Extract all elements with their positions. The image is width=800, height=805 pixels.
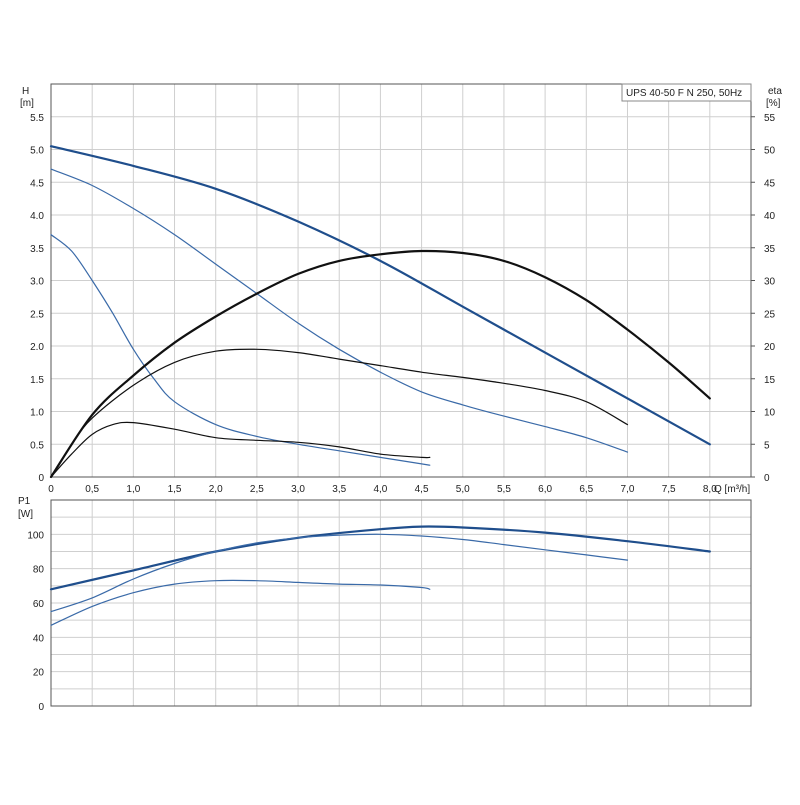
head-axis-label: H <box>22 86 29 97</box>
eta-y-ticks: 0 5 10 15 20 25 30 35 40 45 50 55 <box>751 113 776 484</box>
power-tick-label: 40 <box>33 633 45 644</box>
flow-tick-label: 2,5 <box>250 484 264 495</box>
eta-tick-label: 45 <box>764 178 776 189</box>
flow-axis-label: Q [m³/h] <box>714 484 750 495</box>
eta-tick-label: 0 <box>764 473 770 484</box>
head-tick-label: 3.5 <box>30 244 44 255</box>
head-tick-label: 2.5 <box>30 309 44 320</box>
flow-tick-label: 0,5 <box>85 484 99 495</box>
head-tick-label: 1.5 <box>30 375 44 386</box>
head-curve-3 <box>50 234 431 466</box>
power-tick-label: 80 <box>33 565 45 576</box>
eta-tick-label: 55 <box>764 113 776 124</box>
flow-tick-label: 6,0 <box>538 484 552 495</box>
power-tick-label: 20 <box>33 668 45 679</box>
power-tick-label: 0 <box>38 702 44 713</box>
eta-axis-label: eta <box>768 86 782 97</box>
head-tick-label: 3.0 <box>30 277 44 288</box>
eta-tick-label: 50 <box>764 146 776 157</box>
pump-model-title: UPS 40-50 F N 250, 50Hz <box>626 88 742 99</box>
power-curve-1 <box>49 525 711 591</box>
eta-tick-label: 40 <box>764 211 776 222</box>
flow-tick-label: 6,5 <box>579 484 593 495</box>
head-tick-label: 2.0 <box>30 342 44 353</box>
head-tick-label: 0.5 <box>30 440 44 451</box>
power-panel-frame <box>50 499 752 707</box>
flow-tick-label: 3,0 <box>291 484 305 495</box>
power-curve-2 <box>50 533 629 613</box>
power-y-ticks: 0 20 40 60 80 100 <box>27 530 44 713</box>
flow-tick-label: 7,5 <box>662 484 676 495</box>
head-efficiency-curves <box>49 145 711 479</box>
head-tick-label: 4.5 <box>30 178 44 189</box>
power-tick-label: 60 <box>33 599 45 610</box>
eta-tick-label: 15 <box>764 375 776 386</box>
head-grid <box>50 83 752 478</box>
head-curve-1 <box>49 145 711 446</box>
eta-tick-label: 35 <box>764 244 776 255</box>
power-axis-unit: [W] <box>18 509 33 520</box>
flow-tick-label: 5,5 <box>497 484 511 495</box>
head-tick-label: 5.0 <box>30 146 44 157</box>
efficiency-curve-2 <box>50 348 629 478</box>
head-tick-label: 5.5 <box>30 113 44 124</box>
eta-tick-label: 20 <box>764 342 776 353</box>
flow-tick-label: 4,5 <box>415 484 429 495</box>
eta-axis-unit: [%] <box>766 98 781 109</box>
head-tick-label: 0 <box>38 473 44 484</box>
head-tick-label: 1.0 <box>30 408 44 419</box>
flow-tick-label: 1,0 <box>126 484 140 495</box>
head-axis-unit: [m] <box>20 98 34 109</box>
flow-tick-label: 5,0 <box>456 484 470 495</box>
flow-tick-label: 3,5 <box>332 484 346 495</box>
head-curve-2 <box>50 168 629 453</box>
power-tick-label: 100 <box>27 530 44 541</box>
flow-tick-label: 7,0 <box>621 484 635 495</box>
power-curves <box>49 525 711 626</box>
head-y-ticks: 0 0.5 1.0 1.5 2.0 2.5 3.0 3.5 4.0 4.5 5.0 5.5 <box>30 113 44 484</box>
power-axis-label: P1 <box>18 496 31 507</box>
legend-box <box>621 83 752 102</box>
efficiency-curve-3 <box>50 421 431 478</box>
eta-tick-label: 5 <box>764 440 770 451</box>
head-tick-label: 4.0 <box>30 211 44 222</box>
power-curve-3 <box>50 579 431 626</box>
power-panel: 0 20 40 60 80 100 P1 [W] <box>18 496 752 713</box>
flow-tick-label: 4,0 <box>373 484 387 495</box>
eta-tick-label: 30 <box>764 277 776 288</box>
flow-x-ticks: 0 0,5 1,0 1,5 2,0 2,5 3,0 3,5 4,0 4,5 5,0 5,5 6,0 6,5… <box>48 484 717 495</box>
eta-tick-label: 10 <box>764 408 776 419</box>
flow-tick-label: 8,0 <box>703 484 717 495</box>
power-grid <box>50 499 752 707</box>
flow-tick-label: 2,0 <box>209 484 223 495</box>
head-efficiency-panel: 0 0.5 1.0 1.5 2.0 2.5 3.0 3.5 4.0 4.5 5.0 5.5 0 5 10 1… <box>20 83 782 495</box>
flow-tick-label: 1,5 <box>168 484 182 495</box>
flow-tick-label: 0 <box>48 484 54 495</box>
eta-tick-label: 25 <box>764 309 776 320</box>
efficiency-curve-1 <box>49 249 711 479</box>
